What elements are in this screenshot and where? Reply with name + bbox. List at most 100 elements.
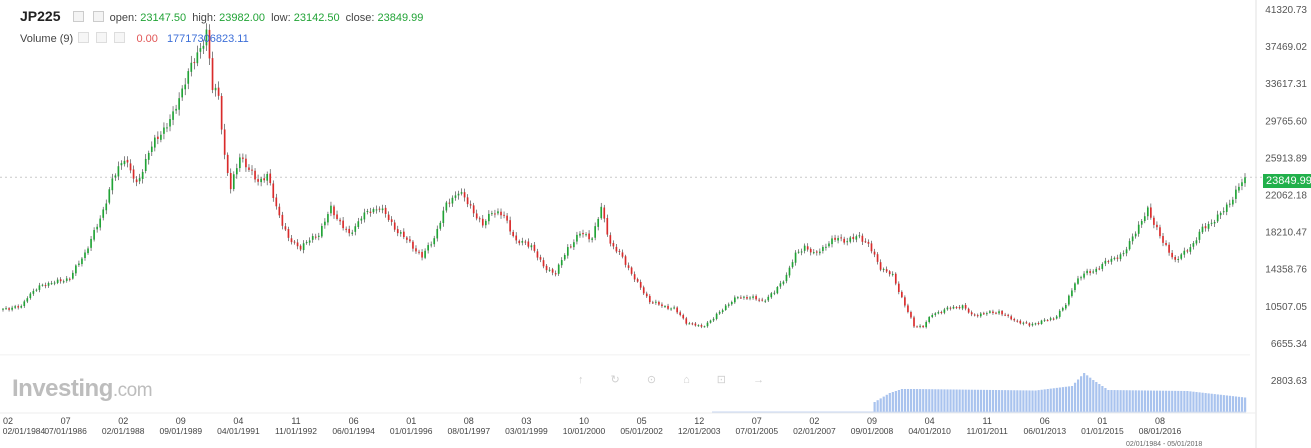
candle-body [621,252,624,257]
candle [521,237,524,246]
volume-bar [900,389,904,412]
volume-bar [988,389,992,412]
candle-body [138,178,141,182]
chart-toolbar[interactable]: ↑ ↻ ⊙ ⌂ ⊡ → [578,374,777,386]
close-icon[interactable] [114,32,126,43]
low-label: low: [271,12,291,24]
candle-body [685,318,688,324]
candle [825,243,827,251]
candle-body [251,169,253,171]
candle-body [245,158,247,168]
candle-body [600,206,603,219]
volume-bar [1128,390,1131,412]
candle [308,237,311,246]
candle [375,205,378,214]
candle [53,280,56,286]
candle-body [357,221,360,227]
candle-body [384,207,387,214]
candle-body [618,250,621,252]
candle [964,303,967,311]
candle [727,302,730,308]
candle-body [873,251,876,255]
x-tick-month: 08 [464,416,474,426]
candle [1125,246,1128,257]
volume-legend: Volume (9) 0.00 17717306823.11 [20,32,249,45]
candle-body [925,322,927,328]
volume-bar [1134,390,1137,412]
candle-body [460,192,463,194]
volume-bar [1001,390,1004,412]
x-tick-date: 05/01/2002 [620,426,663,436]
candle-body [29,293,32,299]
candle-body [1222,211,1225,213]
candle-body [266,174,269,181]
candle [551,267,554,276]
candle-body [123,160,126,165]
candle [782,280,785,286]
candle [305,240,308,245]
volume-bar [1016,390,1019,412]
candle [369,207,372,217]
candle [1192,241,1195,250]
candle-body [47,283,50,286]
candle-body [1140,221,1143,225]
candle [56,277,59,285]
candle [2,307,4,312]
high-label: high: [192,12,217,24]
candle [430,241,433,248]
candle [348,225,351,237]
candle-body [658,301,660,305]
candle-body [226,154,229,174]
candle-body [1068,295,1070,305]
candle [217,81,220,100]
candle-body [922,325,924,328]
candle-body [542,260,545,267]
candle [324,218,326,229]
candle-body [809,248,812,253]
settings-icon[interactable] [96,32,108,43]
volume-bar [1049,388,1052,412]
candle [175,104,177,114]
candle-body [551,269,554,273]
candle [815,250,818,256]
candle [573,239,575,250]
candle [11,305,13,312]
candle [1189,243,1192,255]
eye-icon[interactable] [72,11,84,22]
y-tick-label: 41320.73 [1265,5,1307,16]
candle-body [1064,304,1067,309]
candle [287,226,290,242]
candle-body [897,283,900,293]
candle [1122,250,1125,257]
candle [894,272,897,286]
candle [129,159,132,174]
eye-icon[interactable] [78,32,90,43]
candle-body [62,281,65,283]
volume-bar [1116,390,1119,412]
candle-body [239,157,241,169]
candle-body [946,307,949,310]
candle-body [290,238,293,243]
candle [460,188,463,196]
candle [995,311,997,315]
candle [536,248,539,261]
candle-body [676,307,678,313]
settings-icon[interactable] [92,11,104,22]
candle-body [609,235,612,244]
candle [1210,219,1213,227]
candle-body [819,251,821,254]
candle-body [114,175,117,178]
candle [153,134,156,152]
candle [664,305,666,308]
candle-body [50,283,53,285]
candle [633,271,636,282]
candle-body [958,306,961,309]
candle [433,235,436,247]
candle-body [973,314,976,316]
candle [979,312,982,318]
volume-bar [1073,382,1077,412]
candle-body [363,212,366,220]
candle-body [254,170,256,180]
candle [834,234,836,242]
